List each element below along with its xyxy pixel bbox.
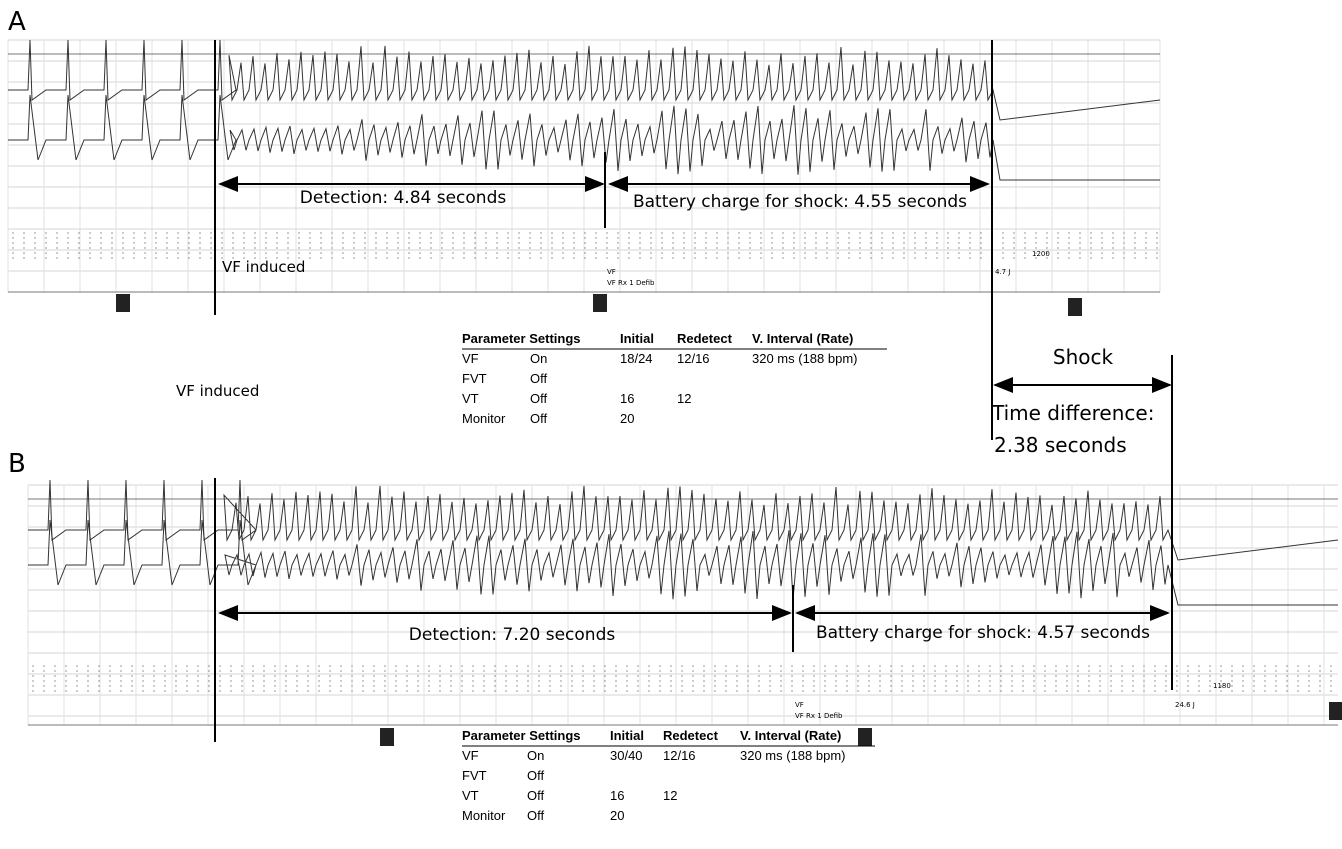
marker-label: 4.7 J xyxy=(995,268,1010,276)
figure: Parameter Settings Initial Redetect V. Inte… xyxy=(0,0,1342,849)
strip-marker xyxy=(116,294,130,312)
table-cell: VF xyxy=(462,351,479,366)
table-cell: 12 xyxy=(677,391,691,406)
table-header: Redetect xyxy=(677,331,733,346)
table-header: Redetect xyxy=(663,728,719,743)
parameter-table: Parameter Settings Initial Redetect V. Inte… xyxy=(462,331,887,426)
table-cell: 12/16 xyxy=(663,748,696,763)
time-difference-value: 2.38 seconds xyxy=(994,433,1127,457)
detection-label: Detection: 4.84 seconds xyxy=(300,188,507,208)
induced-note: VF induced xyxy=(176,382,259,400)
detection-label: Detection: 7.20 seconds xyxy=(409,625,616,645)
induced-label: VF induced xyxy=(222,258,305,276)
table-cell: Off xyxy=(530,371,547,386)
table-cell: On xyxy=(530,351,547,366)
panel-label: B xyxy=(8,449,26,479)
marker-label: VF Rx 1 Defib xyxy=(795,712,843,720)
table-cell: VF xyxy=(462,748,479,763)
marker-label: VF xyxy=(607,268,616,276)
table-cell: 320 ms (188 bpm) xyxy=(740,748,846,763)
table-cell: VT xyxy=(462,788,479,803)
table-header: Parameter Settings xyxy=(462,331,581,346)
table-cell: On xyxy=(527,748,544,763)
table-cell: Off xyxy=(527,788,544,803)
table-cell: 20 xyxy=(620,411,634,426)
shock-label: Shock xyxy=(1053,345,1114,369)
strip-marker xyxy=(593,294,607,312)
table-cell: 30/40 xyxy=(610,748,643,763)
parameter-table: Parameter Settings Initial Redetect V. Inte… xyxy=(462,728,875,823)
table-cell: 12/16 xyxy=(677,351,710,366)
strip-marker xyxy=(1329,702,1342,720)
table-cell: Off xyxy=(527,768,544,783)
table-header: Initial xyxy=(620,331,654,346)
table-cell: Monitor xyxy=(462,411,506,426)
table-cell: Off xyxy=(530,391,547,406)
strip-marker xyxy=(858,728,872,746)
charge-label: Battery charge for shock: 4.57 seconds xyxy=(816,623,1150,643)
marker-label: VF xyxy=(795,701,804,709)
table-cell: 320 ms (188 bpm) xyxy=(752,351,858,366)
table-cell: Off xyxy=(527,808,544,823)
table-header: Initial xyxy=(610,728,644,743)
time-difference-label: Time difference: xyxy=(991,401,1154,425)
table-cell: Off xyxy=(530,411,547,426)
table-cell: 12 xyxy=(663,788,677,803)
panel-label: A xyxy=(8,7,26,37)
table-cell: 20 xyxy=(610,808,624,823)
marker-label: 1200 xyxy=(1032,250,1050,258)
table-cell: FVT xyxy=(462,768,487,783)
table-cell: 16 xyxy=(620,391,634,406)
table-cell: VT xyxy=(462,391,479,406)
marker-label: 1180 xyxy=(1213,682,1231,690)
marker-label: VF Rx 1 Defib xyxy=(607,279,655,287)
charge-label: Battery charge for shock: 4.55 seconds xyxy=(633,192,967,212)
strip-marker xyxy=(380,728,394,746)
table-header: Parameter Settings xyxy=(462,728,581,743)
table-header: V. Interval (Rate) xyxy=(752,331,853,346)
table-header: V. Interval (Rate) xyxy=(740,728,841,743)
strip-marker xyxy=(1068,298,1082,316)
table-cell: FVT xyxy=(462,371,487,386)
table-cell: Monitor xyxy=(462,808,506,823)
table-cell: 16 xyxy=(610,788,624,803)
table-cell: 18/24 xyxy=(620,351,653,366)
marker-label: 24.6 J xyxy=(1175,701,1195,709)
